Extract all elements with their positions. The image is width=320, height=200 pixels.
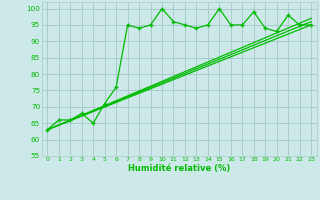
X-axis label: Humidité relative (%): Humidité relative (%) [128,164,230,173]
